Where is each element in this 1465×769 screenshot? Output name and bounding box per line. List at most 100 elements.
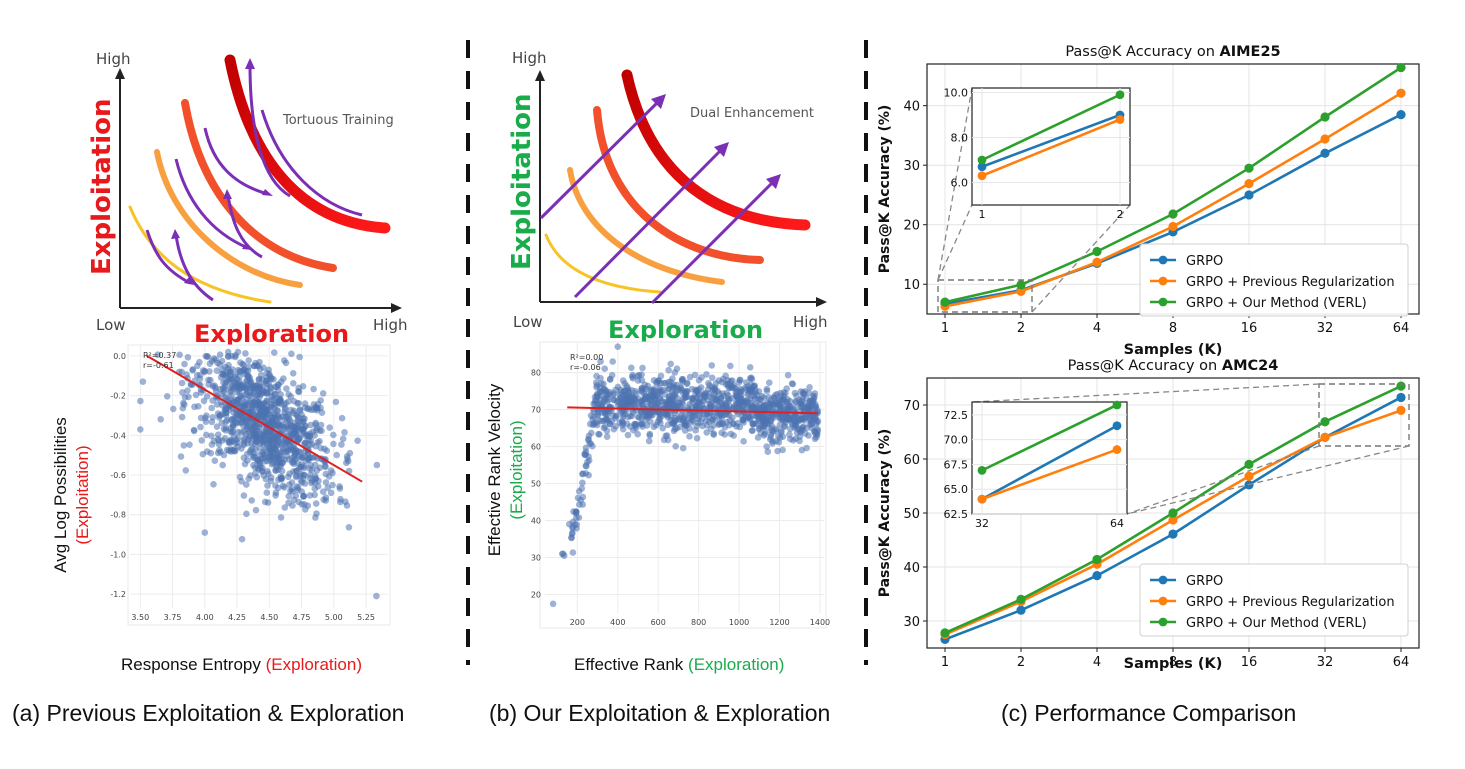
scatter-point xyxy=(242,350,249,357)
inset-marker xyxy=(1112,400,1122,410)
scatter-point xyxy=(579,479,586,487)
series-marker xyxy=(1396,405,1406,415)
legend-box xyxy=(1139,243,1409,317)
series-marker xyxy=(1396,109,1406,120)
curve-yellow xyxy=(128,205,272,304)
scatter-point xyxy=(591,419,599,427)
scatter-point xyxy=(306,471,314,479)
scatter-point xyxy=(760,418,768,426)
series-marker xyxy=(1244,179,1254,189)
series-marker xyxy=(1168,209,1178,219)
dual-enhancement-arrows xyxy=(539,98,777,305)
series-marker xyxy=(1396,381,1406,391)
scatter-point xyxy=(796,396,803,404)
y-label-sub: (Exploitation) xyxy=(507,420,526,519)
scatter-point xyxy=(233,388,241,396)
scatter-point xyxy=(642,392,650,399)
scatter-point xyxy=(178,413,186,421)
scatter-point xyxy=(281,416,289,423)
scatter-point xyxy=(760,402,768,410)
y-tick-label: 30 xyxy=(903,159,920,174)
scatter-point xyxy=(286,481,293,489)
scatter-point xyxy=(629,409,637,416)
scatter-point xyxy=(300,471,308,479)
scatter-point xyxy=(222,427,229,434)
scatter-point xyxy=(805,432,812,439)
y-label-sub: (Exploitation) xyxy=(73,445,92,544)
scatter-point xyxy=(645,437,653,445)
scatter-point xyxy=(624,413,632,421)
scatter-point xyxy=(293,454,301,462)
scatter-point xyxy=(221,435,229,442)
scatter-point xyxy=(240,454,248,462)
scatter-point xyxy=(280,375,287,382)
scatter-point xyxy=(154,351,161,359)
scatter-point xyxy=(603,433,611,441)
scatter-point xyxy=(787,435,794,443)
legend-marker xyxy=(1158,617,1168,627)
scatter-point xyxy=(139,378,147,386)
inset-frame xyxy=(971,401,1128,515)
scatter-point xyxy=(700,394,708,401)
scatter-point xyxy=(812,430,819,437)
scatter-point xyxy=(224,352,232,360)
scatter-point xyxy=(294,484,302,492)
x-tick-label: 5.00 xyxy=(325,613,343,622)
scatter-point xyxy=(207,376,214,384)
scatter-point xyxy=(708,362,716,369)
scatter-point xyxy=(170,405,177,413)
legend-marker xyxy=(1158,297,1168,307)
series-marker xyxy=(1396,88,1406,98)
series-marker xyxy=(940,628,950,638)
scatter-point xyxy=(277,462,285,470)
scatter-point xyxy=(330,431,337,439)
x-tick-label: 4.25 xyxy=(228,613,246,622)
curve-red-orange xyxy=(593,106,764,264)
scatter-point xyxy=(203,448,211,455)
zoom-region xyxy=(937,279,1033,313)
scatter-point xyxy=(679,378,686,386)
scatter-point xyxy=(177,453,185,460)
x-axis-title: Exploration xyxy=(194,320,349,348)
scatter-point xyxy=(294,400,301,407)
scatter-point xyxy=(248,440,255,447)
scatter-point xyxy=(212,388,220,395)
scatter-point xyxy=(373,592,380,600)
scatter-point xyxy=(784,371,792,379)
scatter-point xyxy=(227,368,234,376)
scatter-point xyxy=(214,359,221,367)
x-tick-label: 32 xyxy=(1317,655,1334,670)
scatter-point xyxy=(240,403,247,411)
scatter-point xyxy=(800,390,808,398)
concept-diagram-a: High Low High Exploration Exploitation T… xyxy=(87,50,407,348)
series-marker xyxy=(1168,221,1178,232)
scatter-point xyxy=(712,380,720,387)
scatter-point xyxy=(686,373,694,381)
scatter-point xyxy=(736,393,743,401)
y-high-label: High xyxy=(96,50,130,68)
scatter-point xyxy=(262,380,270,387)
series-marker xyxy=(1244,190,1254,200)
scatter-point xyxy=(221,385,229,393)
chart-title: Pass@K Accuracy on AMC24 xyxy=(1068,358,1279,374)
scatter-point xyxy=(764,448,772,456)
scatter-point xyxy=(213,367,221,375)
scatter-point xyxy=(299,454,306,462)
scatter-point xyxy=(346,449,354,457)
y-tick-label: 20 xyxy=(903,219,920,234)
scatter-point xyxy=(228,429,236,436)
inset-x-tick-label: 64 xyxy=(1110,517,1124,530)
scatter-point xyxy=(319,488,327,496)
x-tick-label: 4 xyxy=(1093,321,1101,336)
scatter-point xyxy=(799,415,807,423)
series-marker xyxy=(1396,392,1406,403)
scatter-point xyxy=(665,378,672,386)
scatter-point xyxy=(282,359,290,367)
scatter-point xyxy=(249,435,256,442)
scatter-point xyxy=(679,400,686,408)
series-marker xyxy=(1016,605,1026,615)
scatter-point xyxy=(273,383,281,391)
scatter-point xyxy=(579,470,586,478)
zoom-connector xyxy=(1031,204,1131,313)
